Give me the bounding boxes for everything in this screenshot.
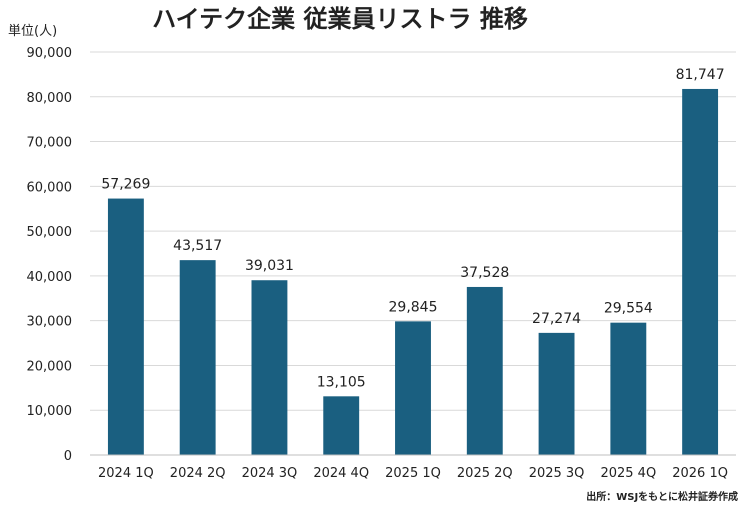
x-tick-label: 2024 2Q <box>170 466 226 481</box>
data-label: 39,031 <box>245 258 294 274</box>
bar <box>179 260 216 455</box>
bar <box>251 280 288 455</box>
y-axis-ticks: 0 10,000 20,000 30,000 40,000 50,000 60,000 70,… <box>27 46 73 464</box>
data-label: 29,554 <box>604 301 653 317</box>
bar <box>610 322 647 455</box>
y-tick-label: 40,000 <box>27 270 73 285</box>
x-axis-ticks: 2024 1Q 2024 2Q 2024 3Q 2024 4Q 2025 1Q 2025 … <box>98 466 728 481</box>
bar <box>395 321 431 455</box>
y-tick-label: 20,000 <box>27 359 73 374</box>
x-tick-label: 2025 3Q <box>529 466 585 481</box>
y-axis-unit-label: 単位(人) <box>8 23 57 39</box>
data-labels: 57,269 43,517 39,031 13,105 29,845 37,528 27,2… <box>101 67 724 390</box>
data-label: 43,517 <box>173 238 222 254</box>
data-label: 13,105 <box>317 374 366 390</box>
x-tick-label: 2025 4Q <box>600 466 656 481</box>
bar <box>682 88 719 455</box>
bar <box>466 286 503 455</box>
data-label: 57,269 <box>101 177 150 193</box>
bar <box>107 198 144 456</box>
bar <box>538 332 575 455</box>
y-tick-label: 60,000 <box>27 180 73 195</box>
y-tick-label: 90,000 <box>27 46 73 61</box>
source-note: 出所：WSJをもとに松井証券作成 <box>586 490 738 503</box>
x-tick-label: 2025 2Q <box>457 466 513 481</box>
y-tick-label: 10,000 <box>27 404 73 419</box>
y-tick-label: 30,000 <box>27 315 73 330</box>
y-tick-label: 50,000 <box>27 225 73 240</box>
y-tick-label: 0 <box>64 449 72 464</box>
x-tick-label: 2026 1Q <box>672 466 728 481</box>
data-label: 81,747 <box>676 67 725 83</box>
bars <box>107 88 719 456</box>
data-label: 27,274 <box>532 311 581 327</box>
data-label: 29,845 <box>389 299 438 315</box>
y-tick-label: 70,000 <box>27 136 73 151</box>
data-label: 37,528 <box>460 265 509 281</box>
bar <box>323 396 360 455</box>
x-tick-label: 2025 1Q <box>385 466 441 481</box>
y-tick-label: 80,000 <box>27 91 73 106</box>
x-tick-label: 2024 3Q <box>242 466 298 481</box>
x-tick-label: 2024 4Q <box>313 466 369 481</box>
chart-title: ハイテク企業 従業員リストラ 推移 <box>152 5 528 33</box>
x-tick-label: 2024 1Q <box>98 466 154 481</box>
